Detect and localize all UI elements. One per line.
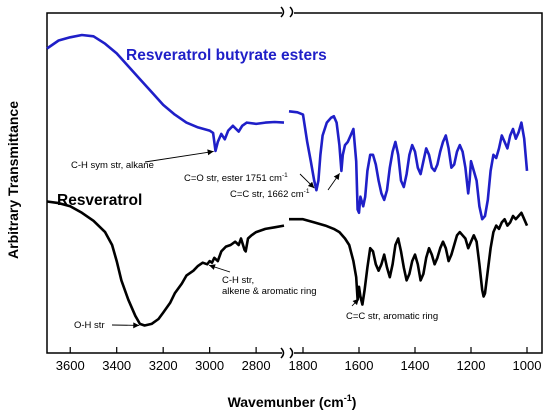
annotation-co-ester: C=O str, ester 1751 cm-1 — [184, 172, 288, 184]
axis-break-top-icon — [280, 6, 294, 18]
x-tick-label-3600: 3600 — [56, 358, 85, 373]
x-tick-label-3000: 3000 — [195, 358, 224, 373]
x-tick-label-1000: 1000 — [513, 358, 542, 373]
arrowhead-icon — [207, 149, 214, 156]
arrowhead-icon — [133, 322, 140, 329]
series-label-resveratrol: Resveratrol — [57, 192, 142, 209]
x-tick-label-1800: 1800 — [289, 358, 318, 373]
series-line-esters-seg1 — [288, 110, 529, 221]
x-axis-title-tail: ) — [352, 394, 357, 410]
arrowhead-icon — [307, 181, 315, 189]
axis-break-bottom-icon — [280, 347, 294, 359]
x-tick-label-1200: 1200 — [457, 358, 486, 373]
annotation-ch-sym: C-H sym str, alkane — [71, 160, 154, 171]
arrowhead-icon — [333, 173, 340, 180]
x-axis-title-main: Wavemunber (cm — [228, 394, 344, 410]
series-line-resveratrol-seg0 — [46, 200, 285, 327]
annotation-ch-alkene: C-H str, alkene & aromatic ring — [222, 275, 317, 297]
annotation-cc-1662: C=C str, 1662 cm-1 — [230, 188, 310, 200]
y-axis-title: Arbitrary Transmittance — [5, 101, 21, 259]
x-tick-label-3400: 3400 — [102, 358, 131, 373]
plot-frame — [46, 5, 543, 360]
arrowhead-icon — [352, 298, 359, 306]
x-ticks: 3600 3400 3200 3000 2800 1800 1600 1400 1200 1000 — [56, 347, 542, 373]
annotation-arrow-ch-sym — [144, 150, 214, 163]
x-axis-title-sup: -1 — [344, 393, 352, 403]
x-tick-label-1600: 1600 — [345, 358, 374, 373]
series-layer — [46, 33, 529, 327]
series-line-resveratrol-seg1 — [289, 211, 529, 306]
x-tick-label-3200: 3200 — [149, 358, 178, 373]
annotation-cc-arom: C=C str, aromatic ring — [346, 311, 438, 322]
x-tick-label-1400: 1400 — [401, 358, 430, 373]
annotation-oh: O-H str — [74, 320, 105, 331]
x-tick-label-2800: 2800 — [242, 358, 271, 373]
arrowhead-icon — [209, 264, 216, 270]
series-line-esters-seg0 — [46, 33, 285, 153]
x-axis-title: Wavemunber (cm-1) — [228, 393, 357, 410]
series-label-esters: Resveratrol butyrate esters — [126, 47, 327, 64]
annotations: C-H sym str, alkane C=O str, ester 1751 c… — [71, 149, 438, 331]
